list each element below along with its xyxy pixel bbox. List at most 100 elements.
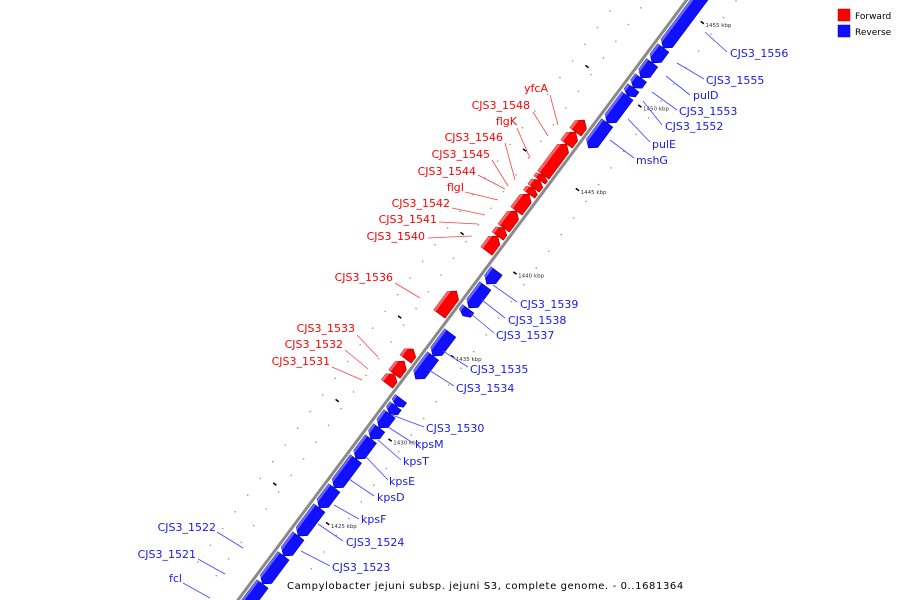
minor-tick-dot [427, 290, 430, 293]
gene-label-leader-line [300, 550, 331, 567]
gene-label-leader-line [549, 94, 559, 126]
gene-mshG-feature[interactable] [586, 118, 614, 149]
gene-label-pulD[interactable]: pulD [693, 89, 718, 102]
genome-caption: Campylobacter jejuni subsp. jejuni S3, c… [287, 581, 684, 592]
gene-label-CJS3_1521[interactable]: CJS3_1521 [138, 548, 196, 561]
gene-label-leader-line [609, 139, 635, 159]
gene-CJS3_1536-feature[interactable] [433, 290, 459, 319]
minor-tick-dot [334, 377, 336, 379]
minor-tick-dot [635, 133, 637, 136]
gene-label-CJS3_1544[interactable]: CJS3_1544 [418, 165, 476, 178]
gene-highlight [386, 401, 392, 410]
gene-highlight [392, 394, 398, 402]
gene-label-kpsF[interactable]: kpsF [361, 513, 386, 526]
gene-label-CJS3_1522[interactable]: CJS3_1522 [158, 521, 216, 534]
scale-ticks: 1425 kbp 1430 kbp 1435 kbp 1440 kbp 1445 kbp… [272, 20, 732, 530]
gene-label-CJS3_1530[interactable]: CJS3_1530 [426, 422, 484, 435]
minor-tick-dot [385, 467, 388, 470]
minor-tick-dot [296, 427, 299, 430]
minor-tick-dot [259, 477, 262, 480]
minor-tick-dot [234, 510, 237, 513]
gene-label-yfcA[interactable]: yfcA [524, 82, 548, 95]
minor-tick-dot [672, 83, 675, 86]
gene-label-CJS3_1538[interactable]: CJS3_1538 [508, 314, 566, 327]
minor-tick-dot [515, 174, 517, 176]
tick-label: 1440 kbp [518, 273, 544, 279]
gene-label-leader-line [333, 504, 360, 520]
minor-tick-dot [290, 474, 292, 477]
gene-label-flgK[interactable]: flgK [496, 115, 518, 128]
minor-tick-dot [710, 33, 712, 36]
gene-label-mshG[interactable]: mshG [636, 154, 668, 167]
gene-label-CJS3_1533[interactable]: CJS3_1533 [297, 322, 355, 335]
gene-label-CJS3_1552[interactable]: CJS3_1552 [665, 120, 723, 133]
gene-label-leader-line [427, 235, 473, 239]
minor-tick-dot [590, 73, 592, 76]
gene-label-kpsD[interactable]: kpsD [377, 491, 405, 504]
gene-label-CJS3_1556[interactable]: CJS3_1556 [730, 47, 788, 60]
minor-tick-dot [315, 441, 317, 443]
gene-label-leader-line [216, 531, 244, 549]
minor-tick-dot [377, 357, 380, 360]
gene-label-kpsT[interactable]: kpsT [403, 455, 429, 468]
gene-label-pulE[interactable]: pulE [652, 138, 676, 151]
gene-label-leader-line [492, 284, 518, 303]
minor-tick-dot [502, 190, 505, 193]
gene-label-CJS3_1535[interactable]: CJS3_1535 [470, 363, 528, 376]
minor-tick-dot [660, 100, 662, 102]
minor-tick-dot [560, 233, 562, 236]
gene-highlight [586, 118, 604, 143]
gene-label-leader-line [331, 366, 363, 381]
gene-label-CJS3_1536[interactable]: CJS3_1536 [335, 271, 393, 284]
minor-tick-dot [547, 250, 550, 253]
gene-CJS3_1534-feature[interactable] [413, 351, 439, 380]
minor-tick-dot [371, 327, 374, 329]
minor-tick-dot [422, 417, 425, 420]
minor-tick-dot [340, 407, 342, 410]
gene-highlight [433, 291, 451, 312]
major-tick-mark [575, 187, 580, 192]
gene-CJS3_1535-feature[interactable] [430, 328, 457, 357]
gene-label-leader-line [532, 111, 549, 137]
major-tick-mark [397, 315, 402, 319]
minor-tick-dot [197, 561, 199, 563]
gene-label-leader-line [438, 221, 479, 225]
minor-tick-dot [221, 527, 224, 530]
gene-highlight [523, 186, 529, 192]
minor-tick-dot [534, 110, 536, 112]
minor-tick-dot [584, 43, 586, 45]
gene-label-CJS3_1540[interactable]: CJS3_1540 [367, 230, 425, 243]
gene-label-kpsM[interactable]: kpsM [415, 438, 444, 451]
minor-tick-dot [348, 517, 350, 520]
gene-label-CJS3_1523[interactable]: CJS3_1523 [332, 561, 390, 574]
gene-label-CJS3_1539[interactable]: CJS3_1539 [520, 298, 578, 311]
gene-highlight [605, 91, 624, 118]
minor-tick-dot [302, 457, 305, 460]
minor-tick-dot [284, 444, 287, 446]
minor-tick-dot [227, 558, 230, 560]
gene-label-CJS3_1524[interactable]: CJS3_1524 [346, 536, 404, 549]
gene-label-CJS3_1537[interactable]: CJS3_1537 [496, 329, 554, 342]
gene-label-CJS3_1548[interactable]: CJS3_1548 [472, 99, 530, 112]
minor-tick-dot [360, 501, 363, 503]
gene-label-CJS3_1531[interactable]: CJS3_1531 [272, 355, 330, 368]
gene-label-CJS3_1534[interactable]: CJS3_1534 [456, 382, 514, 395]
minor-tick-dot [390, 341, 392, 343]
tick-label: 1430 kbp [393, 440, 419, 446]
gene-label-CJS3_1532[interactable]: CJS3_1532 [285, 338, 343, 351]
gene-label-CJS3_1542[interactable]: CJS3_1542 [392, 197, 450, 210]
gene-CJS3_1531-feature[interactable] [381, 373, 398, 389]
gene-highlight [459, 304, 465, 312]
gene-highlight [480, 236, 493, 249]
gene-label-CJS3_1545[interactable]: CJS3_1545 [432, 148, 490, 161]
gene-label-CJS3_1555[interactable]: CJS3_1555 [706, 74, 764, 87]
gene-label-CJS3_1546[interactable]: CJS3_1546 [445, 131, 503, 144]
gene-label-fcl[interactable]: fcl [169, 572, 182, 585]
gene-highlight [332, 454, 353, 483]
gene-label-CJS3_1553[interactable]: CJS3_1553 [679, 105, 737, 118]
gene-label-CJS3_1541[interactable]: CJS3_1541 [379, 213, 437, 226]
gene-label-kpsE[interactable]: kpsE [389, 475, 415, 488]
gene-label-flgI[interactable]: flgI [447, 181, 464, 194]
minor-tick-dot [535, 267, 537, 269]
minor-tick-dot [602, 57, 605, 59]
